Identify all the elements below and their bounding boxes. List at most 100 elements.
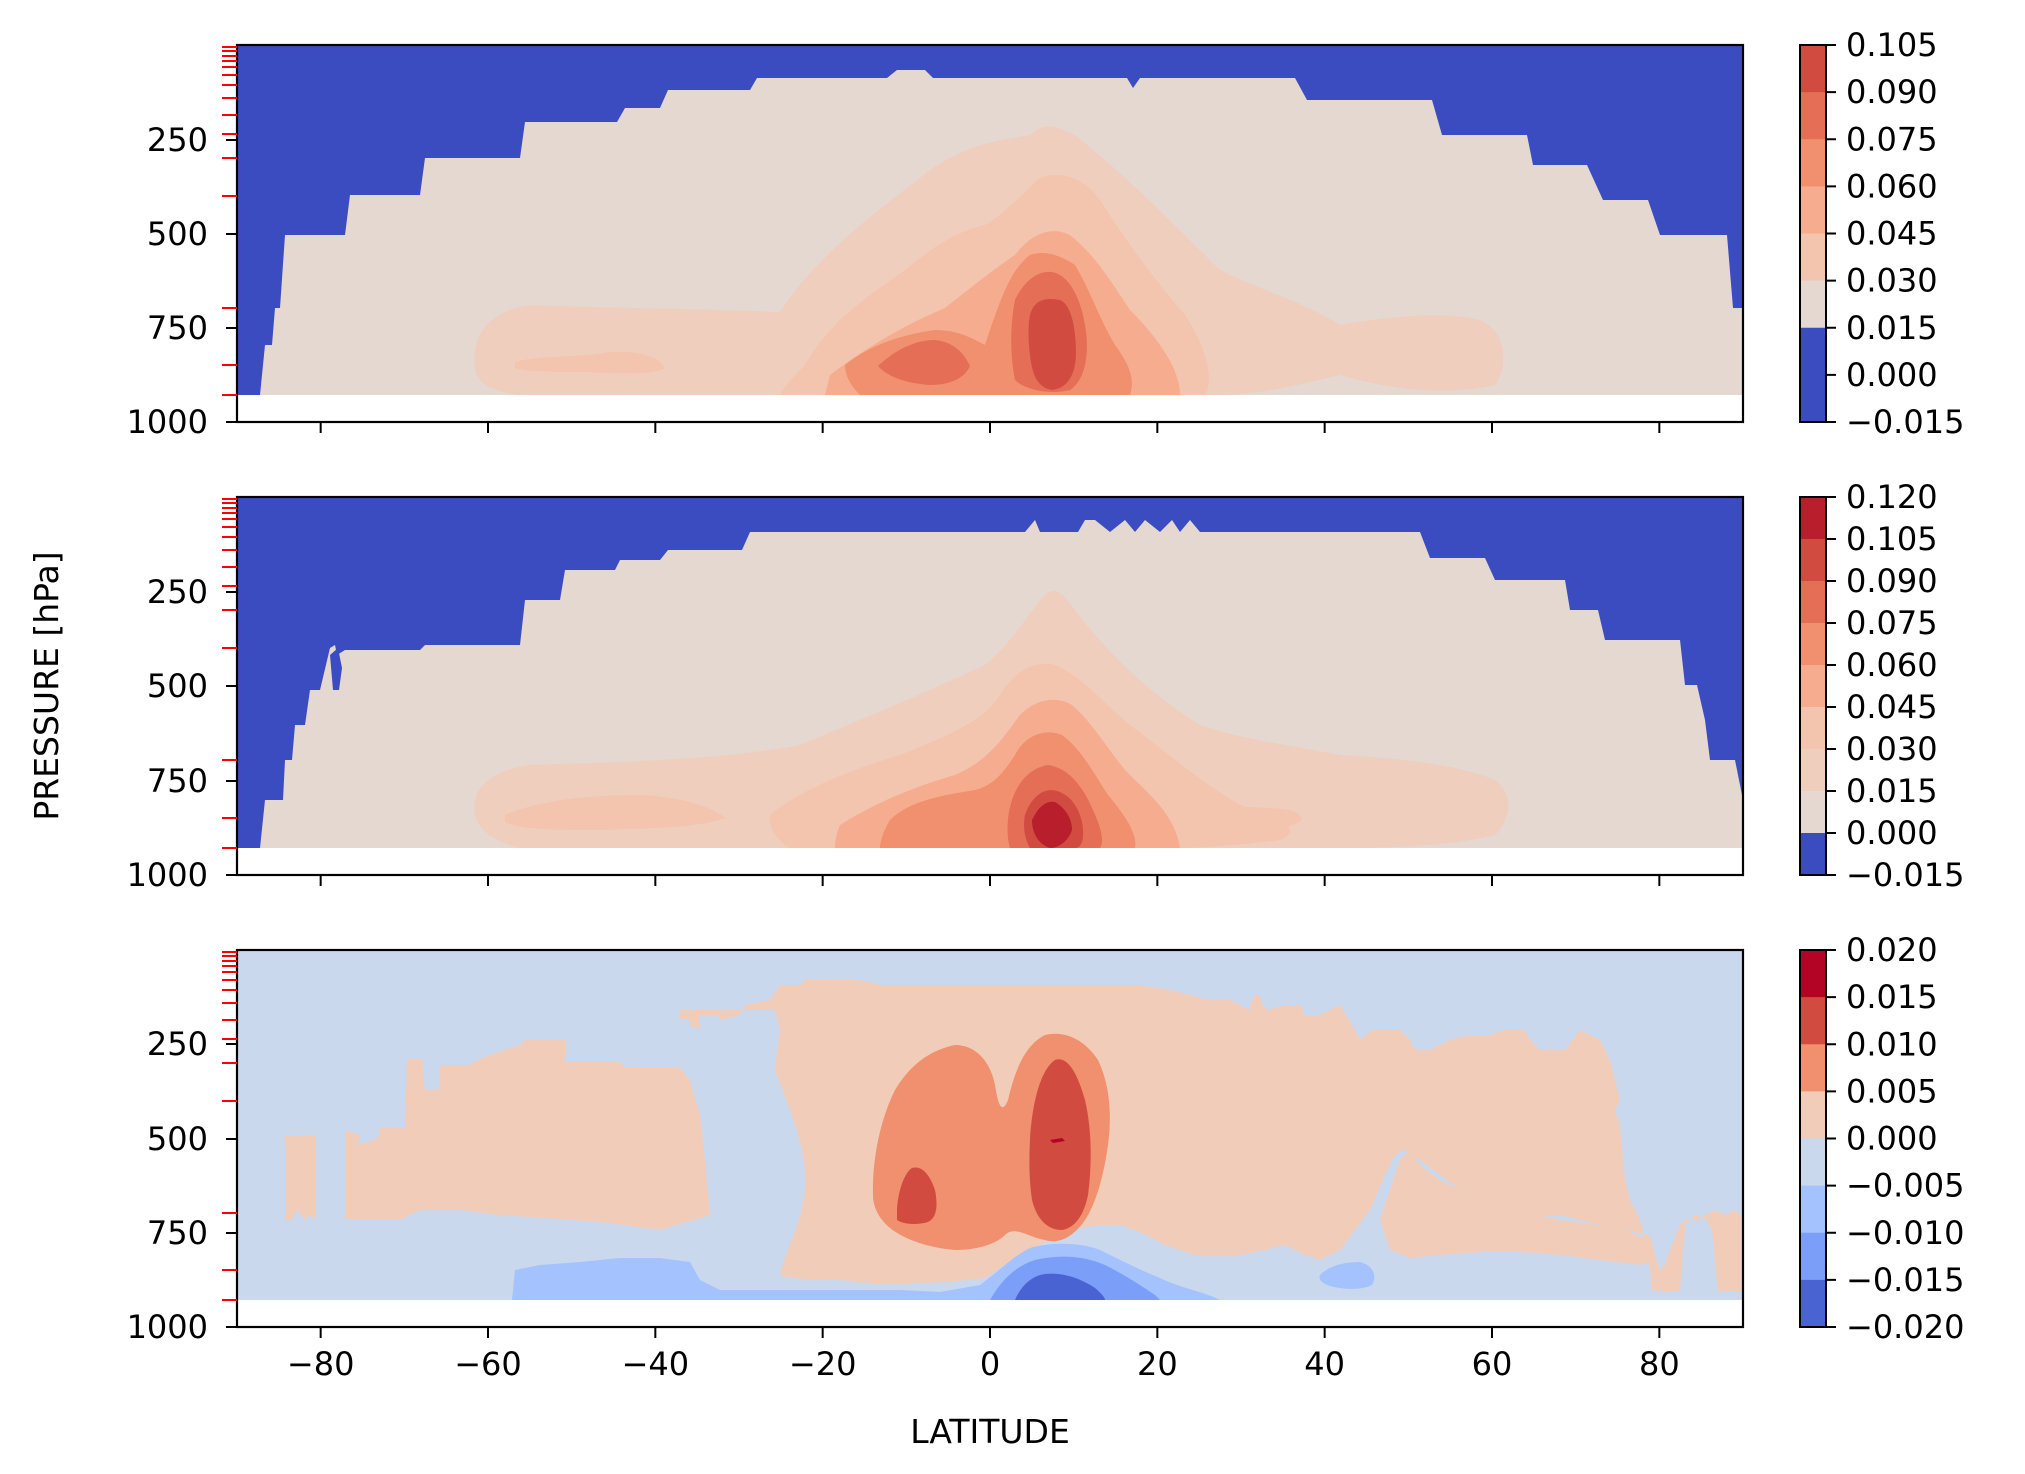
colorbar-segment bbox=[1800, 45, 1826, 93]
panel-1-red-ticks bbox=[222, 46, 237, 396]
colorbar-tick-label: 0.090 bbox=[1846, 73, 1938, 111]
x-tick-label: 0 bbox=[980, 1345, 1000, 1383]
panel-2-negative-spike bbox=[330, 648, 342, 690]
panel-2-y-tick-750: 750 bbox=[147, 762, 208, 800]
colorbar-tick-label: 0.120 bbox=[1846, 478, 1938, 516]
panel-1-y-tick-500: 500 bbox=[147, 215, 208, 253]
panel-2-ground-mask bbox=[237, 848, 1743, 875]
panel-2-y-axis: 250 500 750 1000 bbox=[127, 573, 237, 894]
colorbar-tick-label: 0.015 bbox=[1846, 772, 1938, 810]
panel-1: 250 500 750 1000 0.105 0.090 0.075 0.060 0.0… bbox=[127, 26, 1965, 441]
x-tick-label: −40 bbox=[622, 1345, 690, 1383]
colorbar-tick-label: 0.105 bbox=[1846, 26, 1938, 64]
panel-1-x-ticks bbox=[319, 422, 1661, 433]
colorbar-tick-label: −0.020 bbox=[1846, 1308, 1964, 1346]
panel-2-contour-lobe bbox=[505, 795, 725, 830]
colorbar-segment bbox=[1800, 233, 1826, 282]
colorbar-segment bbox=[1800, 327, 1826, 376]
colorbar-segment bbox=[1800, 497, 1826, 540]
panel-2-negative-left bbox=[237, 497, 283, 848]
x-axis-title: LATITUDE bbox=[910, 1412, 1070, 1451]
x-tick-label: 20 bbox=[1137, 1345, 1178, 1383]
panel-2-red-ticks bbox=[222, 498, 237, 849]
panel-3-y-tick-250: 250 bbox=[147, 1025, 208, 1063]
colorbar-segment bbox=[1800, 1279, 1826, 1328]
x-tick-label: −20 bbox=[789, 1345, 857, 1383]
panel-2-y-tick-500: 500 bbox=[147, 667, 208, 705]
panel-1-ground-mask bbox=[237, 395, 1743, 422]
panel-1-y-tick-750: 750 bbox=[147, 309, 208, 347]
panel-3-colorbar: 0.020 0.015 0.010 0.005 0.000 −0.005 −0.010 −0.… bbox=[1799, 931, 1964, 1346]
colorbar-tick-label: −0.015 bbox=[1846, 403, 1964, 441]
colorbar-tick-label: −0.010 bbox=[1846, 1214, 1964, 1252]
panel-3-positive-right bbox=[1380, 1150, 1655, 1265]
colorbar-segment bbox=[1800, 791, 1826, 834]
colorbar-segment bbox=[1800, 950, 1826, 998]
colorbar-tick-label: 0.005 bbox=[1846, 1072, 1938, 1110]
panel-3-negative-band-right bbox=[1319, 1262, 1375, 1289]
x-tick-label: 60 bbox=[1472, 1345, 1513, 1383]
panel-1-colorbar: 0.105 0.090 0.075 0.060 0.045 0.030 0.015 0.000… bbox=[1799, 26, 1964, 441]
colorbar-tick-label: −0.015 bbox=[1846, 856, 1964, 894]
panel-2-colorbar: 0.120 0.105 0.090 0.075 0.060 0.045 0.030 0.015… bbox=[1799, 478, 1964, 894]
colorbar-segment bbox=[1800, 1185, 1826, 1234]
panel-3-red-ticks bbox=[222, 951, 237, 1301]
panel-2: 250 500 750 1000 0.120 0.105 0.090 0.075 0.0… bbox=[127, 478, 1965, 894]
panel-3-contour-0.015 bbox=[1050, 1138, 1065, 1143]
panel-2-negative-region bbox=[237, 497, 1743, 800]
panel-3-y-tick-750: 750 bbox=[147, 1214, 208, 1252]
colorbar-frame bbox=[1799, 496, 1827, 876]
colorbar-segment bbox=[1800, 92, 1826, 140]
colorbar-tick-label: 0.105 bbox=[1846, 520, 1938, 558]
colorbar-segment bbox=[1800, 186, 1826, 235]
colorbar-tick-label: 0.000 bbox=[1846, 356, 1938, 394]
panel-1-y-tick-250: 250 bbox=[147, 121, 208, 159]
panel-3-y-tick-1000: 1000 bbox=[127, 1308, 208, 1346]
colorbar-tick-label: 0.060 bbox=[1846, 646, 1938, 684]
panel-2-contour-0.105 bbox=[1032, 801, 1072, 848]
colorbar-segment bbox=[1800, 539, 1826, 582]
colorbar-tick-label: 0.060 bbox=[1846, 167, 1938, 205]
panel-1-y-tick-1000: 1000 bbox=[127, 403, 208, 441]
panel-3-contour-neg-0.015 bbox=[1015, 1273, 1105, 1300]
colorbar-segment bbox=[1800, 833, 1826, 876]
colorbar-tick-label: −0.015 bbox=[1846, 1261, 1964, 1299]
panel-3-y-tick-500: 500 bbox=[147, 1120, 208, 1158]
panel-2-y-tick-1000: 1000 bbox=[127, 856, 208, 894]
panel-3-contour-0.010 bbox=[897, 1059, 1091, 1230]
panel-3-ground-mask bbox=[237, 1300, 1743, 1327]
colorbar-segment bbox=[1800, 749, 1826, 792]
colorbar-segment bbox=[1800, 280, 1826, 329]
colorbar-tick-label: 0.030 bbox=[1846, 730, 1938, 768]
panel-1-contour-0.090 bbox=[1028, 298, 1076, 390]
colorbar-tick-label: 0.010 bbox=[1846, 1025, 1938, 1063]
panel-1-y-axis: 250 500 750 1000 bbox=[127, 121, 237, 441]
panel-1-negative-region bbox=[237, 45, 1743, 395]
colorbar-tick-label: 0.015 bbox=[1846, 309, 1938, 347]
y-axis-title: PRESSURE [hPa] bbox=[27, 551, 66, 820]
colorbar-tick-label: 0.015 bbox=[1846, 978, 1938, 1016]
x-tick-label: 80 bbox=[1639, 1345, 1680, 1383]
panel-2-x-ticks bbox=[319, 875, 1661, 886]
colorbar-segment bbox=[1800, 707, 1826, 750]
colorbar-tick-label: 0.000 bbox=[1846, 814, 1938, 852]
panel-2-y-tick-250: 250 bbox=[147, 573, 208, 611]
colorbar-tick-label: 0.090 bbox=[1846, 562, 1938, 600]
colorbar-tick-label: 0.000 bbox=[1846, 1120, 1938, 1158]
colorbar-tick-label: 0.020 bbox=[1846, 931, 1938, 969]
panel-2-contour-lobe-right bbox=[1175, 806, 1302, 828]
panel-3-y-axis: 250 500 750 1000 bbox=[127, 1025, 237, 1346]
colorbar-segment bbox=[1800, 374, 1826, 423]
colorbar-tick-label: 0.075 bbox=[1846, 604, 1938, 642]
x-tick-label: −80 bbox=[287, 1345, 355, 1383]
colorbar-segment bbox=[1800, 1091, 1826, 1140]
colorbar-segment bbox=[1800, 665, 1826, 708]
panel-3-x-ticks: −80 −60 −40 −20 0 20 40 60 80 bbox=[287, 1327, 1680, 1383]
colorbar-tick-label: 0.045 bbox=[1846, 688, 1938, 726]
colorbar-segment bbox=[1800, 997, 1826, 1045]
panel-1-contour-lobe bbox=[515, 351, 665, 374]
colorbar-tick-label: 0.030 bbox=[1846, 262, 1938, 300]
colorbar-tick-label: 0.075 bbox=[1846, 120, 1938, 158]
colorbar-segment bbox=[1800, 1138, 1826, 1187]
